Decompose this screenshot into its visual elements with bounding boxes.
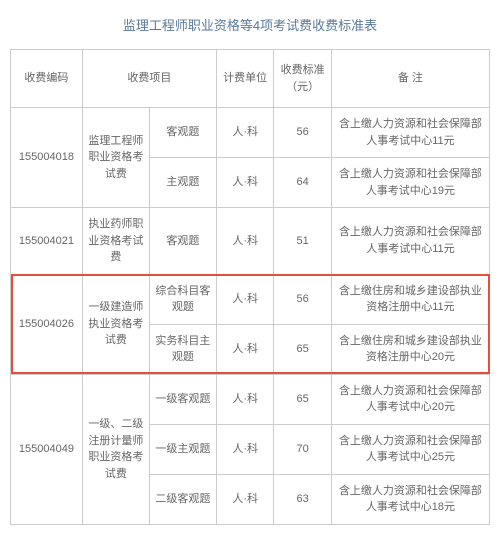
cell-item: 一级建造师执业资格考试费 — [82, 274, 149, 374]
cell-unit: 人·科 — [216, 274, 273, 324]
cell-price: 65 — [274, 324, 331, 374]
cell-sub: 二级客观题 — [149, 474, 216, 524]
cell-code: 155004026 — [11, 274, 83, 374]
table-row: 155004026一级建造师执业资格考试费综合科目客观题人·科56含上缴住房和城… — [11, 274, 490, 324]
cell-price: 51 — [274, 208, 331, 275]
cell-unit: 人·科 — [216, 108, 273, 158]
cell-price: 70 — [274, 424, 331, 474]
cell-unit: 人·科 — [216, 474, 273, 524]
cell-price: 64 — [274, 158, 331, 208]
cell-unit: 人·科 — [216, 424, 273, 474]
cell-sub: 一级主观题 — [149, 424, 216, 474]
cell-unit: 人·科 — [216, 324, 273, 374]
cell-sub: 客观题 — [149, 108, 216, 158]
cell-sub: 实务科目主观题 — [149, 324, 216, 374]
table-row: 155004049一级、二级注册计量师职业资格考试费一级客观题人·科65含上缴人… — [11, 374, 490, 424]
cell-code: 155004049 — [11, 374, 83, 524]
cell-note: 含上缴人力资源和社会保障部人事考试中心18元 — [331, 474, 489, 524]
cell-price: 56 — [274, 108, 331, 158]
cell-note: 含上缴住房和城乡建设部执业资格注册中心20元 — [331, 324, 489, 374]
cell-note: 含上缴人力资源和社会保障部人事考试中心20元 — [331, 374, 489, 424]
cell-item: 一级、二级注册计量师职业资格考试费 — [82, 374, 149, 524]
cell-item: 监理工程师职业资格考试费 — [82, 108, 149, 208]
cell-note: 含上缴人力资源和社会保障部人事考试中心11元 — [331, 208, 489, 275]
fee-table: 收费编码 收费项目 计费单位 收费标准（元） 备 注 155004018监理工程… — [10, 49, 490, 525]
cell-code: 155004021 — [11, 208, 83, 275]
header-unit: 计费单位 — [216, 50, 273, 108]
cell-price: 63 — [274, 474, 331, 524]
cell-price: 56 — [274, 274, 331, 324]
cell-unit: 人·科 — [216, 208, 273, 275]
cell-sub: 主观题 — [149, 158, 216, 208]
cell-unit: 人·科 — [216, 374, 273, 424]
header-item: 收费项目 — [82, 50, 216, 108]
cell-sub: 一级客观题 — [149, 374, 216, 424]
cell-note: 含上缴人力资源和社会保障部人事考试中心25元 — [331, 424, 489, 474]
header-code: 收费编码 — [11, 50, 83, 108]
cell-item: 执业药师职业资格考试费 — [82, 208, 149, 275]
header-price: 收费标准（元） — [274, 50, 331, 108]
cell-price: 65 — [274, 374, 331, 424]
table-row: 155004018监理工程师职业资格考试费客观题人·科56含上缴人力资源和社会保… — [11, 108, 490, 158]
cell-note: 含上缴人力资源和社会保障部人事考试中心11元 — [331, 108, 489, 158]
header-note: 备 注 — [331, 50, 489, 108]
cell-unit: 人·科 — [216, 158, 273, 208]
cell-sub: 客观题 — [149, 208, 216, 275]
cell-note: 含上缴住房和城乡建设部执业资格注册中心11元 — [331, 274, 489, 324]
table-row: 155004021执业药师职业资格考试费客观题人·科51含上缴人力资源和社会保障… — [11, 208, 490, 275]
header-row: 收费编码 收费项目 计费单位 收费标准（元） 备 注 — [11, 50, 490, 108]
table-container: 收费编码 收费项目 计费单位 收费标准（元） 备 注 155004018监理工程… — [10, 49, 490, 525]
cell-note: 含上缴人力资源和社会保障部人事考试中心19元 — [331, 158, 489, 208]
table-title: 监理工程师职业资格等4项考试费收费标准表 — [10, 15, 490, 34]
cell-code: 155004018 — [11, 108, 83, 208]
cell-sub: 综合科目客观题 — [149, 274, 216, 324]
